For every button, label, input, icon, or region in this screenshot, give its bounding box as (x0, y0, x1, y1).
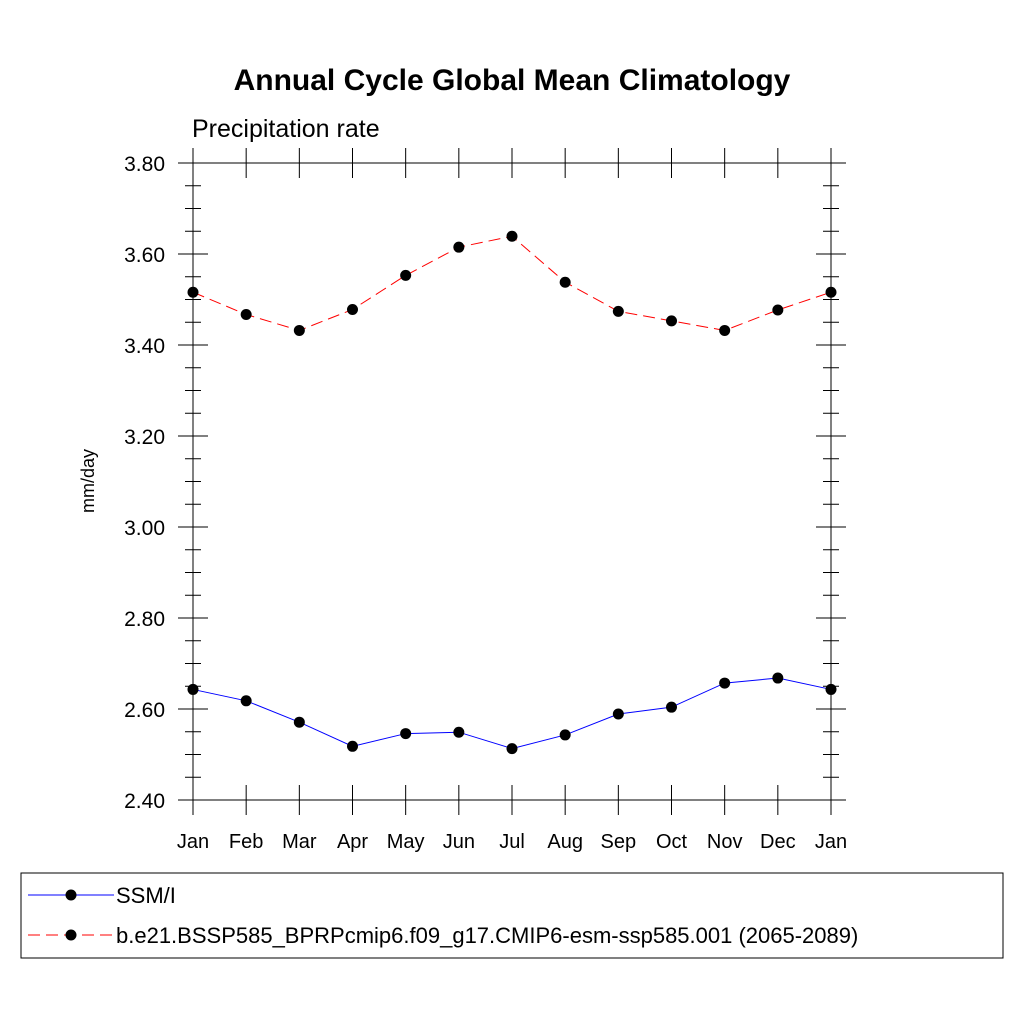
data-point (772, 304, 784, 316)
series-layer (187, 230, 837, 755)
y-tick-label: 3.40 (124, 335, 165, 358)
x-tick-label: Apr (337, 831, 368, 853)
y-tick-label: 3.00 (124, 517, 165, 540)
x-tick-label: Oct (656, 831, 688, 853)
data-point (400, 728, 412, 740)
legend-label: SSM/I (116, 883, 176, 908)
series-2 (187, 230, 837, 336)
data-point (187, 683, 199, 695)
data-point (453, 241, 465, 253)
data-point (293, 324, 305, 336)
data-point (666, 701, 677, 713)
x-tick-label: Sep (601, 831, 637, 853)
data-point (666, 315, 677, 327)
y-tick-label: 2.60 (124, 699, 165, 722)
y-tick-label: 2.80 (124, 608, 165, 631)
legend-label: b.e21.BSSP585_BPRPcmip6.f09_g17.CMIP6-es… (116, 923, 858, 948)
y-tick-label: 3.80 (124, 153, 165, 176)
chart-title: Annual Cycle Global Mean Climatology (234, 64, 791, 97)
plot-frame (192, 162, 832, 801)
data-point (612, 708, 624, 720)
y-tick-label: 3.20 (124, 426, 165, 449)
series-1 (187, 672, 837, 755)
x-tick-label: Jun (443, 831, 475, 853)
legend-marker (65, 889, 77, 901)
data-point (719, 677, 731, 689)
data-point (612, 305, 624, 317)
data-point (559, 729, 571, 741)
data-point (559, 276, 571, 288)
x-tick-label: Mar (282, 831, 317, 853)
data-point (506, 230, 518, 242)
data-point (293, 716, 305, 728)
data-point (825, 286, 837, 298)
axes: 2.40 2.60 2.80 3.00 3.20 3.40 3.60 3.80 Jan Feb Ma… (124, 148, 847, 853)
data-point (453, 726, 465, 738)
x-tick-label: Jan (177, 831, 209, 853)
legend: SSM/I b.e21.BSSP585_BPRPcmip6.f09_g17.CMI… (28, 883, 858, 948)
data-point (825, 683, 837, 695)
legend-box (20, 872, 1004, 959)
data-point (719, 324, 731, 336)
data-point (400, 269, 412, 281)
x-tick-label: Feb (229, 831, 263, 853)
data-point (347, 304, 358, 316)
x-tick-label: Jan (815, 831, 847, 853)
legend-marker (65, 929, 77, 941)
data-point (240, 695, 252, 707)
y-tick-label: 2.40 (124, 790, 165, 813)
data-point (240, 309, 252, 321)
y-tick-label: 3.60 (124, 244, 165, 267)
x-tick-label: Dec (760, 831, 796, 853)
data-point (187, 286, 199, 298)
x-tick-label: May (387, 831, 425, 853)
x-tick-label: Aug (547, 831, 583, 853)
x-tick-label: Jul (499, 831, 525, 853)
series-line (192, 677, 832, 750)
data-point (347, 740, 358, 752)
chart-subtitle: Precipitation rate (192, 115, 380, 143)
series-line (192, 235, 832, 331)
data-point (772, 672, 784, 684)
data-point (506, 743, 518, 755)
y-axis-label: mm/day (78, 449, 98, 513)
x-tick-label: Nov (707, 831, 743, 853)
